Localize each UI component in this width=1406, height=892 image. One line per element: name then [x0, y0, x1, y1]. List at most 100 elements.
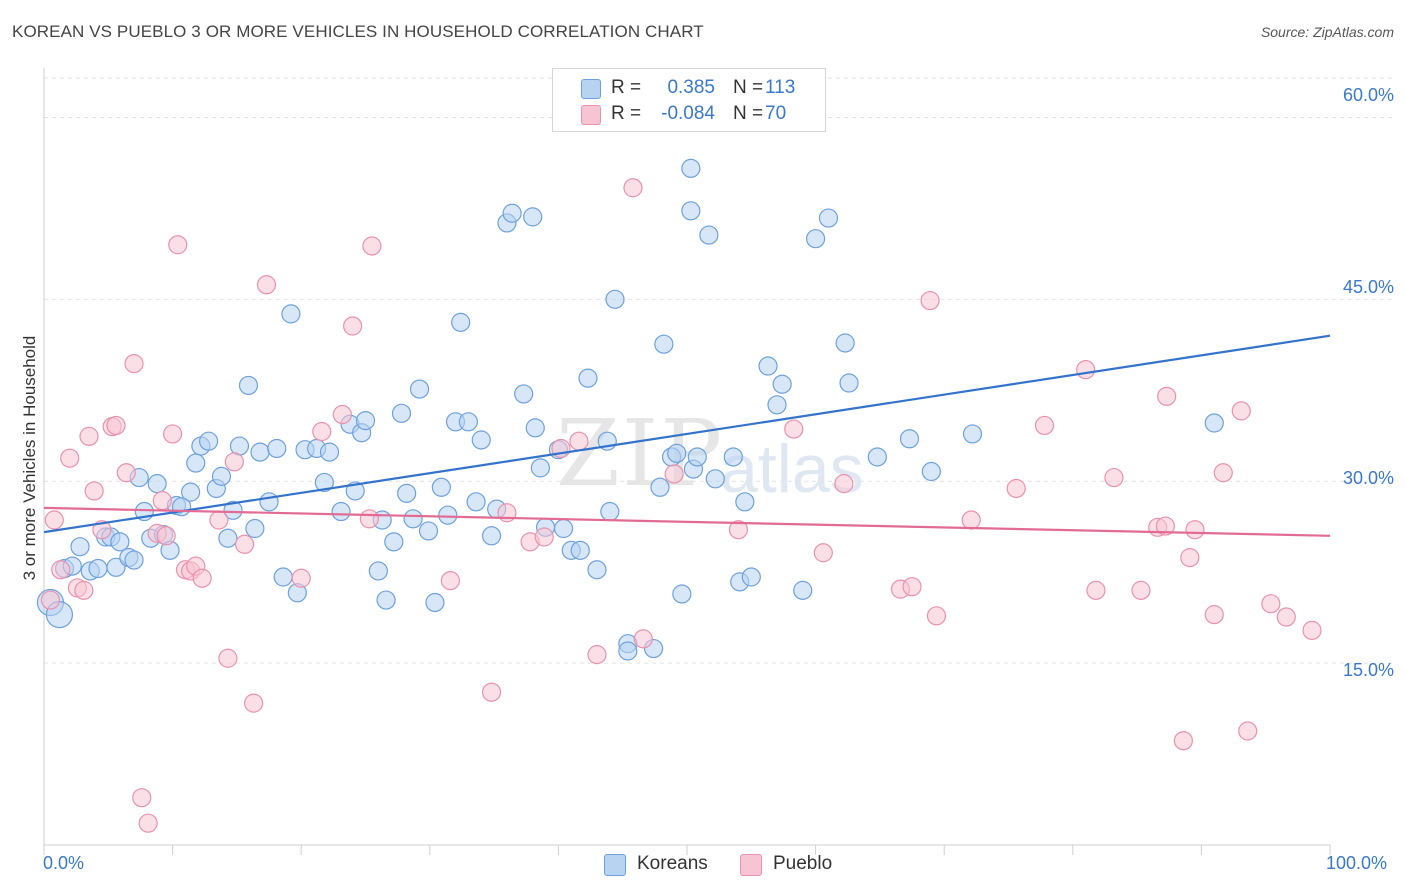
- pueblo-swatch: [740, 854, 762, 876]
- pueblo-point: [209, 510, 229, 530]
- y-tick-45: 45.0%: [1342, 277, 1394, 297]
- pueblo-point: [291, 568, 311, 588]
- koreans-point: [578, 368, 598, 388]
- koreans-point: [368, 561, 388, 581]
- koreans-point: [355, 410, 376, 431]
- pueblo-point: [116, 463, 136, 483]
- x-tick-0: 0.0%: [43, 853, 85, 873]
- pueblo-point: [132, 788, 152, 808]
- koreans-point: [570, 540, 590, 560]
- koreans-point: [514, 384, 534, 404]
- koreans-swatch: [581, 79, 601, 99]
- koreans-point: [245, 518, 265, 539]
- pueblo-point: [224, 452, 244, 472]
- r-value: 0.385: [667, 77, 715, 98]
- x-tick-100: 100.0%: [1326, 853, 1388, 873]
- koreans-point: [699, 225, 719, 245]
- koreans-point: [672, 584, 692, 604]
- koreans-point: [818, 208, 839, 228]
- koreans-point: [438, 505, 458, 525]
- pueblo-point: [152, 491, 172, 511]
- n-value: 113: [765, 77, 796, 98]
- koreans-point: [259, 492, 279, 512]
- pueblo-point: [961, 510, 981, 530]
- koreans-point: [199, 431, 219, 451]
- pueblo-point: [84, 481, 104, 501]
- pueblo-point: [587, 645, 607, 665]
- pueblo-point: [235, 534, 255, 554]
- pueblo-swatch: [581, 105, 601, 125]
- koreans-point: [899, 429, 920, 449]
- pueblo-point: [256, 275, 277, 295]
- pueblo-point: [74, 580, 94, 600]
- koreans-point: [223, 500, 243, 520]
- pueblo-point: [1157, 386, 1177, 406]
- legend-label-koreans: Koreans: [637, 853, 708, 874]
- koreans-point: [345, 481, 365, 501]
- pueblo-point: [569, 431, 589, 451]
- koreans-point: [767, 395, 787, 415]
- pueblo-point: [1238, 721, 1258, 741]
- y-tick-15: 15.0%: [1342, 660, 1394, 680]
- koreans-point: [741, 567, 761, 587]
- koreans-point: [218, 528, 238, 548]
- koreans-point: [1204, 413, 1224, 433]
- koreans-point: [839, 373, 859, 393]
- pueblo-point: [1261, 594, 1281, 614]
- koreans-point: [238, 375, 259, 396]
- koreans-point: [281, 304, 301, 324]
- koreans-point: [331, 501, 351, 522]
- pueblo-trend-line: [43, 506, 1331, 537]
- koreans-point: [962, 424, 983, 444]
- koreans-point: [681, 201, 701, 221]
- koreans-point: [867, 447, 887, 467]
- pueblo-point: [244, 693, 264, 713]
- pueblo-point: [1034, 415, 1055, 436]
- pueblo-point: [44, 510, 64, 530]
- pueblo-point: [138, 813, 158, 833]
- koreans-point: [106, 557, 126, 577]
- legend-row-pueblo: R = -0.084 N = 70: [553, 101, 825, 127]
- koreans-point: [705, 469, 725, 489]
- koreans-point: [530, 458, 550, 478]
- koreans-point: [772, 374, 792, 394]
- koreans-point: [397, 483, 417, 503]
- koreans-point: [805, 229, 826, 249]
- y-tick-30: 30.0%: [1342, 468, 1394, 488]
- koreans-point: [502, 203, 522, 223]
- pueblo-point: [60, 448, 80, 468]
- koreans-point: [921, 461, 941, 482]
- koreans-point: [267, 438, 287, 459]
- pueblo-point: [664, 464, 684, 484]
- koreans-point: [667, 443, 687, 463]
- pueblo-point: [813, 543, 833, 563]
- legend-label-pueblo: Pueblo: [773, 853, 833, 874]
- koreans-point: [273, 567, 293, 587]
- pueblo-point: [834, 474, 854, 494]
- legend-row-koreans: R = 0.385 N = 113: [553, 75, 825, 101]
- pueblo-point: [633, 629, 653, 649]
- koreans-point: [431, 477, 451, 497]
- n-label: N =: [733, 103, 764, 124]
- pueblo-point: [332, 404, 352, 425]
- koreans-point: [525, 418, 545, 438]
- r-label: R =: [611, 103, 642, 124]
- pueblo-point: [1180, 548, 1200, 568]
- koreans-point: [466, 492, 486, 512]
- pueblo-point: [124, 353, 144, 374]
- pueblo-point: [218, 648, 238, 668]
- koreans-point: [391, 403, 412, 423]
- n-label: N =: [733, 77, 764, 98]
- koreans-point: [451, 312, 471, 332]
- pueblo-point: [1302, 620, 1322, 640]
- y-tick-60: 60.0%: [1342, 85, 1394, 105]
- koreans-point: [681, 158, 701, 178]
- koreans-point: [481, 526, 502, 546]
- pueblo-point: [481, 682, 502, 702]
- pueblo-point: [1076, 360, 1096, 380]
- pueblo-point: [92, 520, 112, 540]
- chart-title: KOREAN VS PUEBLO 3 OR MORE VEHICLES IN H…: [12, 22, 704, 41]
- koreans-point: [600, 501, 620, 522]
- koreans-point: [314, 472, 334, 493]
